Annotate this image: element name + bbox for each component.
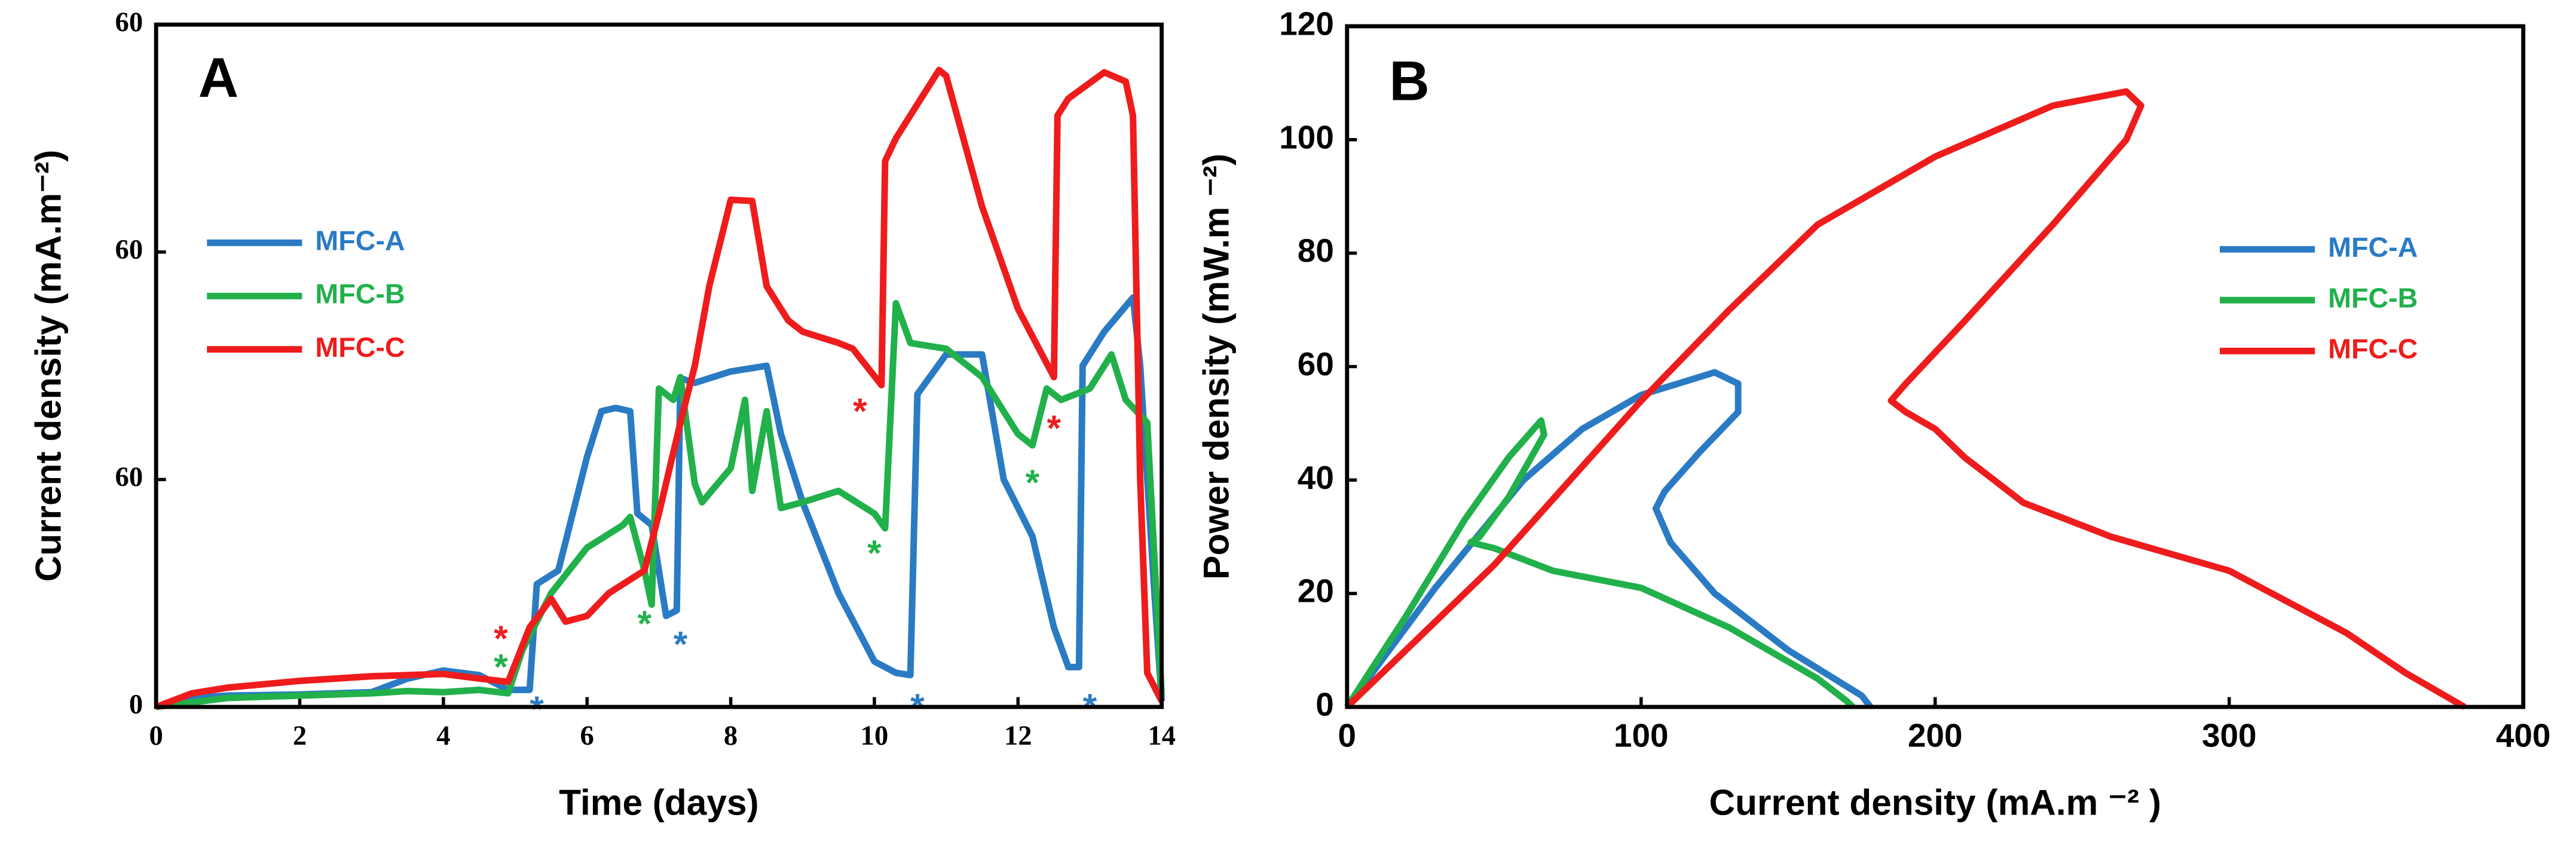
x-tick-label: 400 <box>2496 717 2551 754</box>
series-line <box>155 300 1165 711</box>
x-axis-label: Time (days) <box>559 782 758 823</box>
x-tick-label: 6 <box>580 720 594 751</box>
y-tick-label: 60 <box>115 461 143 492</box>
series-line <box>1344 417 1855 709</box>
panel-label: A <box>198 47 238 109</box>
y-tick-label: 80 <box>1298 232 1334 269</box>
x-tick-label: 12 <box>1004 720 1032 751</box>
legend-label: MFC-A <box>315 225 405 256</box>
series-line <box>1344 369 1873 709</box>
x-tick-label: 2 <box>293 720 307 751</box>
x-tick-label: 0 <box>1338 717 1357 754</box>
x-tick-label: 0 <box>149 720 163 751</box>
y-tick-label: 60 <box>115 7 143 38</box>
plot-frame <box>1345 24 2526 709</box>
annotation: * <box>1047 408 1061 448</box>
y-tick-label: 100 <box>1279 118 1334 155</box>
y-axis-label: Current density (mA.m⁻²) <box>27 150 68 582</box>
legend-label: MFC-C <box>315 332 405 363</box>
y-tick-label: 120 <box>1279 5 1334 42</box>
x-axis-label: Current density (mA.m ⁻² ) <box>1709 782 2161 823</box>
legend-label: MFC-B <box>315 278 405 310</box>
annotation: * <box>674 623 688 664</box>
legend-label: MFC-A <box>2328 232 2418 263</box>
y-tick-label: 40 <box>1298 459 1334 496</box>
panel-label: B <box>1389 50 1429 112</box>
legend-label: MFC-B <box>2328 283 2418 314</box>
plot-frame <box>154 22 1164 709</box>
x-tick-label: 8 <box>724 720 738 751</box>
y-tick-label: 20 <box>1298 573 1334 610</box>
annotation: * <box>867 532 882 573</box>
x-tick-label: 14 <box>1148 720 1176 751</box>
y-tick-label: 0 <box>129 689 143 720</box>
y-tick-label: 60 <box>115 234 143 265</box>
y-tick-label: 60 <box>1298 345 1334 382</box>
series-line <box>1344 88 2467 710</box>
annotation: * <box>1026 462 1040 503</box>
x-tick-label: 200 <box>1908 717 1963 754</box>
y-axis-label: Power density (mW.m ⁻²) <box>1196 154 1237 580</box>
annotation: * <box>638 603 652 644</box>
x-tick-label: 100 <box>1614 717 1669 754</box>
legend-label: MFC-C <box>2328 333 2418 365</box>
x-tick-label: 4 <box>436 720 450 751</box>
x-tick-label: 10 <box>861 720 889 751</box>
annotation: * <box>853 390 867 431</box>
annotation: * <box>494 618 508 659</box>
annotation: * <box>494 647 508 687</box>
x-tick-label: 300 <box>2202 717 2257 754</box>
y-tick-label: 0 <box>1315 685 1334 723</box>
series-line <box>155 66 1165 711</box>
